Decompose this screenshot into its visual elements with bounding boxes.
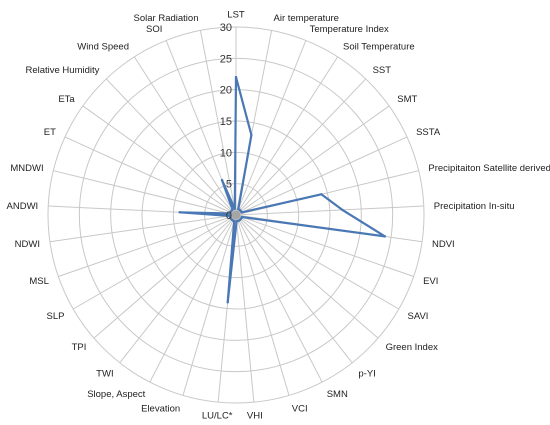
category-label: NDVI	[432, 239, 455, 250]
category-label: NDWI	[15, 239, 40, 250]
spoke-line	[64, 136, 237, 216]
radar-series	[178, 75, 387, 304]
category-label: MNDWI	[10, 163, 43, 174]
category-label: Wind Speed	[77, 41, 129, 52]
spoke-line	[235, 136, 408, 216]
data-point	[383, 235, 387, 238]
spoke-line	[119, 214, 237, 364]
category-label: VHI	[247, 411, 263, 422]
spoke-line	[53, 170, 237, 216]
data-point	[233, 207, 236, 210]
category-label: ET	[44, 127, 56, 138]
category-label: MSL	[29, 276, 49, 287]
tick-label: 5	[226, 179, 232, 191]
spoke-line	[82, 105, 237, 216]
spoke-line	[49, 214, 237, 243]
category-label: TWI	[96, 369, 113, 380]
spoke-line	[72, 214, 237, 310]
tick-label: 25	[220, 53, 232, 65]
spoke-line	[93, 214, 237, 339]
data-point	[235, 220, 238, 223]
category-label: SMT	[397, 94, 417, 105]
category-label: Precipitaiton Satellite derived	[428, 163, 550, 174]
spoke-line	[235, 214, 379, 339]
spoke-line	[58, 214, 237, 277]
data-point	[231, 208, 234, 211]
data-point	[341, 208, 344, 212]
category-label: p-YI	[358, 369, 375, 380]
spoke-line	[235, 78, 367, 216]
spoke-line	[235, 56, 339, 216]
data-point	[228, 214, 231, 218]
category-label: Slope, Aspect	[87, 389, 145, 400]
category-label: Solar Radiation	[134, 13, 199, 24]
category-label: TPI	[72, 342, 87, 353]
category-label: EVI	[423, 276, 438, 287]
category-label: VCI	[292, 403, 308, 414]
data-point	[234, 75, 238, 79]
tick-label: 20	[220, 85, 232, 97]
category-label: Relative Humidity	[25, 65, 99, 76]
spoke-line	[235, 214, 255, 403]
category-label: Soil Temperature	[343, 41, 415, 52]
spoke-line	[235, 214, 400, 310]
category-label: LST	[227, 10, 245, 21]
center-marker	[231, 210, 241, 220]
tick-label: 0	[226, 210, 232, 222]
data-point	[178, 211, 181, 214]
data-point	[250, 133, 253, 137]
spoke-line	[235, 214, 414, 277]
spoke-line	[235, 105, 390, 216]
category-label: ANDWI	[7, 201, 39, 212]
tick-label: 15	[220, 116, 232, 128]
spoke-line	[235, 205, 424, 216]
spoke-line	[149, 214, 237, 383]
category-label: LU/LC*	[202, 411, 233, 422]
spoke-line	[235, 214, 353, 364]
category-label: ETa	[58, 94, 75, 105]
data-point	[320, 193, 323, 196]
tick-label: 30	[220, 22, 232, 34]
spoke-line	[182, 214, 237, 396]
spoke-line	[235, 40, 307, 216]
category-label: Precipitation In-situ	[434, 201, 515, 212]
category-label: Temperature Index	[310, 24, 389, 35]
category-label: SST	[373, 65, 392, 76]
spoke-line	[133, 56, 237, 216]
spoke-line	[235, 214, 323, 383]
data-point	[240, 211, 243, 214]
category-label: Elevation	[141, 403, 180, 414]
category-label: SSTA	[416, 127, 441, 138]
spoke-line	[235, 214, 290, 396]
data-point	[220, 178, 224, 182]
category-label: Air temperature	[274, 13, 339, 24]
data-point	[226, 301, 229, 304]
category-label: Green Index	[386, 342, 439, 353]
category-label: SOI	[146, 24, 162, 35]
category-label: SMN	[327, 389, 348, 400]
tick-label: 10	[220, 147, 232, 159]
radar-spokes	[48, 27, 424, 403]
spoke-line	[105, 78, 237, 216]
category-label: SLP	[47, 311, 65, 322]
radial-tick-labels: 0 5 10 15 20 25 30	[220, 22, 232, 222]
spoke-line	[199, 30, 237, 216]
series-line	[178, 75, 386, 304]
category-label: SAVI	[408, 311, 429, 322]
